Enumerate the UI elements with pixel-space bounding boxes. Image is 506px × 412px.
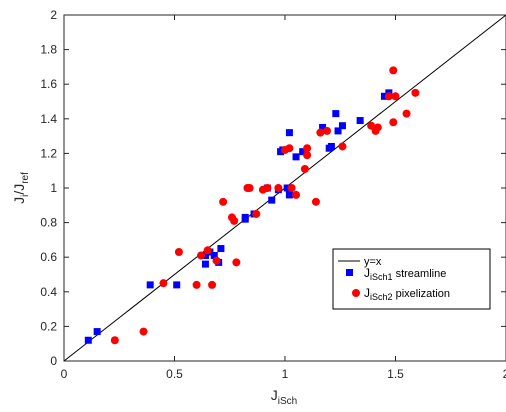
pixelization-point [322, 126, 331, 135]
x-tick-label: 0.5 [166, 367, 183, 381]
y-tick-label: 1.4 [40, 112, 57, 126]
x-axis-label: JiSch [271, 387, 297, 407]
streamline-point [173, 281, 181, 289]
x-tick-label: 1.5 [387, 367, 404, 381]
pixelization-point [300, 164, 309, 173]
y-tick-label: 0.8 [40, 216, 57, 230]
streamline-point [210, 251, 218, 259]
pixelization-point [389, 66, 398, 75]
pixelization-point [303, 151, 312, 160]
data-points [84, 66, 420, 345]
legend-label-pixelization: JiSch2 pixelization [364, 286, 450, 302]
legend-box [332, 248, 491, 310]
pixelization-point [274, 184, 283, 192]
y-tick-label: 1.6 [40, 77, 57, 91]
pixelization-point [384, 92, 393, 101]
pixelization-point [197, 251, 206, 260]
pixelization-point [316, 128, 325, 137]
pixelization-point [411, 88, 420, 97]
legend-label-reference: y=x [364, 256, 382, 268]
pixelization-point [373, 123, 382, 132]
x-tick-label: 1 [282, 367, 289, 381]
pixelization-point [203, 246, 212, 255]
pixelization-point [338, 142, 347, 151]
legend-circle-marker [352, 289, 360, 297]
pixelization-point [287, 184, 296, 192]
streamline-point [283, 184, 291, 192]
pixelization-point [245, 184, 254, 192]
pixelization-point [303, 144, 312, 153]
streamline-point [334, 127, 342, 135]
streamline-point [332, 110, 340, 118]
pixelization-point [232, 258, 241, 267]
pixelization-point [139, 327, 148, 336]
pixelization-point [110, 336, 119, 345]
pixelization-point [263, 184, 272, 192]
streamline-point [292, 153, 300, 161]
streamline-point [201, 251, 209, 259]
pixelization-point [159, 279, 168, 288]
legend-square-marker [346, 269, 353, 276]
y-tick-label: 0.4 [40, 285, 57, 299]
pixelization-point [192, 280, 201, 289]
streamline-point [217, 245, 225, 253]
streamline-point [338, 122, 346, 130]
pixelization-point [208, 280, 217, 289]
streamline-point [285, 191, 293, 199]
pixelization-point [389, 118, 398, 127]
y-axis-label: Ji/Jref [11, 172, 31, 204]
y-tick-label: 0.2 [40, 319, 57, 333]
legend-label-streamline: JiSch1 streamline [364, 266, 446, 282]
streamline-point [84, 336, 92, 344]
pixelization-point [212, 256, 221, 265]
y-tick-label: 1.8 [40, 43, 57, 57]
x-tick-label: 0 [61, 367, 68, 381]
streamline-point [93, 328, 101, 336]
pixelization-point [285, 144, 294, 153]
y-tick-label: 1.2 [40, 146, 57, 160]
streamline-point [380, 92, 388, 100]
streamline-point [268, 196, 276, 204]
streamline-point [146, 281, 154, 289]
pixelization-point [311, 197, 320, 206]
streamline-point [319, 123, 327, 131]
pixelization-point [292, 190, 301, 199]
y-axis-ticks: 0 0.2 0.4 0.6 0.8 1 1.2 1.4 1.6 1.8 2 [40, 8, 506, 368]
pixelization-point [367, 121, 376, 130]
pixelization-point [402, 109, 411, 118]
pixelization-point [174, 248, 183, 257]
pixelization-point [230, 216, 239, 225]
x-axis-ticks: 0 0.5 1 1.5 2 [61, 15, 506, 381]
y-tick-label: 1 [50, 181, 57, 195]
y-tick-label: 0.6 [40, 250, 57, 264]
streamline-point [327, 142, 335, 150]
streamline-point [201, 260, 209, 268]
y-tick-label: 0 [50, 354, 57, 368]
pixelization-point [252, 209, 261, 218]
streamline-point [356, 117, 364, 125]
pixelization-point [219, 197, 228, 206]
y-tick-label: 2 [50, 8, 57, 22]
streamline-point [241, 213, 249, 221]
legend: y=x JiSch1 streamline JiSch2 pixelizatio… [332, 248, 491, 310]
pixelization-point [391, 92, 400, 101]
streamline-point [299, 148, 307, 156]
x-tick-label: 2 [503, 367, 506, 381]
streamline-point [285, 129, 293, 137]
